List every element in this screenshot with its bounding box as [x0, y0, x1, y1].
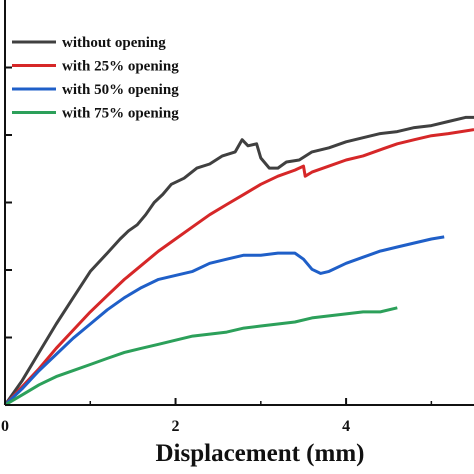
- legend: without opening with 25% opening with 50% …: [12, 35, 179, 122]
- x-tick-label-0: 0: [1, 418, 9, 435]
- legend-label-2: with 25% opening: [62, 59, 179, 75]
- x-tick-label-4: 4: [342, 418, 350, 435]
- series-line-1: [3, 115, 474, 406]
- legend-label-1: without opening: [62, 35, 166, 51]
- plot-series-group: [3, 115, 474, 407]
- series-line-2: [3, 128, 474, 407]
- axes-group: 0 2 4: [1, 0, 474, 435]
- x-axis-title: Displacement (mm): [156, 440, 365, 467]
- series-line-4: [4, 306, 398, 407]
- series-line-3: [3, 235, 445, 407]
- legend-label-4: with 75% opening: [62, 106, 179, 122]
- x-tick-label-2: 2: [172, 418, 180, 435]
- legend-label-3: with 50% opening: [62, 82, 179, 98]
